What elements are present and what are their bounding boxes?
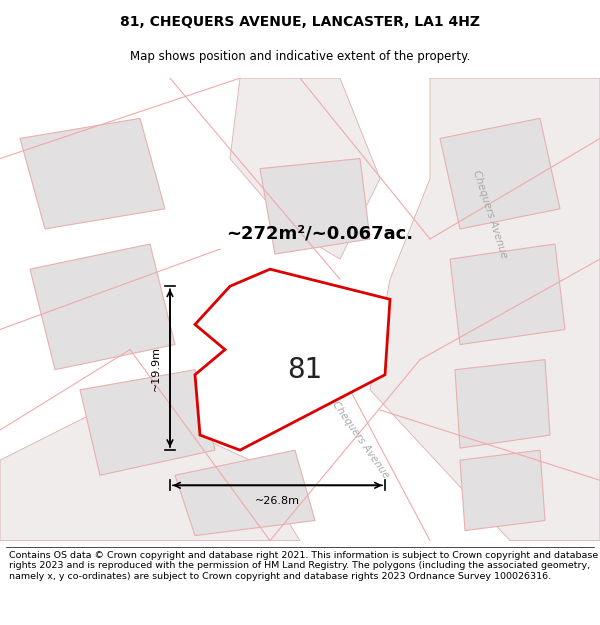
Text: 81: 81: [287, 356, 323, 384]
Text: Contains OS data © Crown copyright and database right 2021. This information is : Contains OS data © Crown copyright and d…: [9, 551, 598, 581]
Text: ~19.9m: ~19.9m: [151, 346, 161, 391]
Text: Chequers Avenue: Chequers Avenue: [329, 399, 391, 481]
Polygon shape: [370, 78, 600, 541]
Polygon shape: [195, 269, 390, 450]
Polygon shape: [440, 118, 560, 229]
Text: 81, CHEQUERS AVENUE, LANCASTER, LA1 4HZ: 81, CHEQUERS AVENUE, LANCASTER, LA1 4HZ: [120, 15, 480, 29]
Polygon shape: [20, 118, 165, 229]
Polygon shape: [260, 159, 370, 254]
Text: ~272m²/~0.067ac.: ~272m²/~0.067ac.: [226, 225, 413, 243]
Text: Chequers Avenue: Chequers Avenue: [471, 169, 509, 259]
Polygon shape: [455, 359, 550, 448]
Polygon shape: [230, 78, 380, 259]
Polygon shape: [450, 244, 565, 344]
Text: ~26.8m: ~26.8m: [255, 496, 300, 506]
Polygon shape: [460, 450, 545, 531]
Text: Map shows position and indicative extent of the property.: Map shows position and indicative extent…: [130, 50, 470, 62]
Polygon shape: [0, 400, 300, 541]
Polygon shape: [30, 244, 175, 370]
Polygon shape: [80, 370, 215, 475]
Polygon shape: [175, 450, 315, 536]
